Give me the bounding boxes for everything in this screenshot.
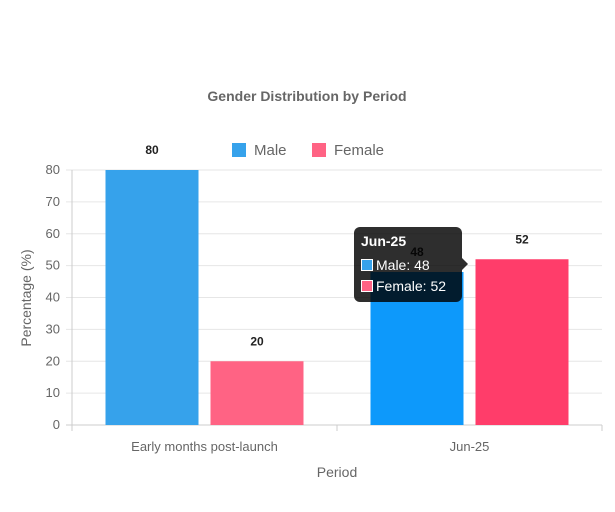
y-axis-ticks: 0 10 20 30 40 50 60 70 80 (46, 162, 60, 432)
tooltip-swatch-male (361, 258, 373, 271)
x-tick-label: Early months post-launch (131, 439, 278, 454)
data-labels: 80204852 (145, 143, 529, 348)
tooltip-title: Jun-25 (361, 233, 407, 249)
bar-female-0[interactable] (210, 361, 304, 425)
legend-label-male[interactable]: Male (254, 142, 287, 159)
y-tick-label: 40 (46, 290, 60, 305)
tooltip-row-female: Female: 52 (361, 275, 455, 296)
bars (105, 170, 569, 425)
bar-male-0[interactable] (105, 170, 199, 425)
legend-label-female[interactable]: Female (334, 142, 384, 159)
y-tick-label: 60 (46, 226, 60, 241)
data-label: 80 (145, 143, 159, 157)
y-tick-label: 20 (46, 353, 60, 368)
chart-title: Gender Distribution by Period (207, 88, 406, 104)
y-axis-title: Percentage (%) (18, 249, 34, 346)
tooltip-label-male: Male: 48 (376, 256, 430, 273)
legend-swatch-female[interactable] (312, 143, 326, 157)
tooltip-row-male: Male: 48 (361, 254, 455, 275)
tooltip: Jun-25 Male: 48 Female: 52 (354, 227, 468, 302)
y-tick-label: 0 (53, 417, 60, 432)
data-label: 52 (515, 232, 529, 246)
y-tick-label: 70 (46, 194, 60, 209)
tooltip-swatch-female (361, 279, 373, 292)
x-axis-title: Period (317, 464, 357, 480)
tooltip-label-female: Female: 52 (376, 277, 447, 294)
data-label: 20 (250, 334, 264, 348)
x-tick-label: Jun-25 (450, 439, 490, 454)
legend-swatch-male[interactable] (232, 143, 246, 157)
x-axis-ticks: Early months post-launch Jun-25 (131, 425, 603, 454)
legend: Male Female (232, 142, 384, 159)
y-tick-label: 30 (46, 321, 60, 336)
y-tick-label: 80 (46, 162, 60, 177)
y-tick-label: 10 (46, 385, 60, 400)
bar-female-1[interactable] (475, 259, 569, 425)
y-tick-label: 50 (46, 258, 60, 273)
